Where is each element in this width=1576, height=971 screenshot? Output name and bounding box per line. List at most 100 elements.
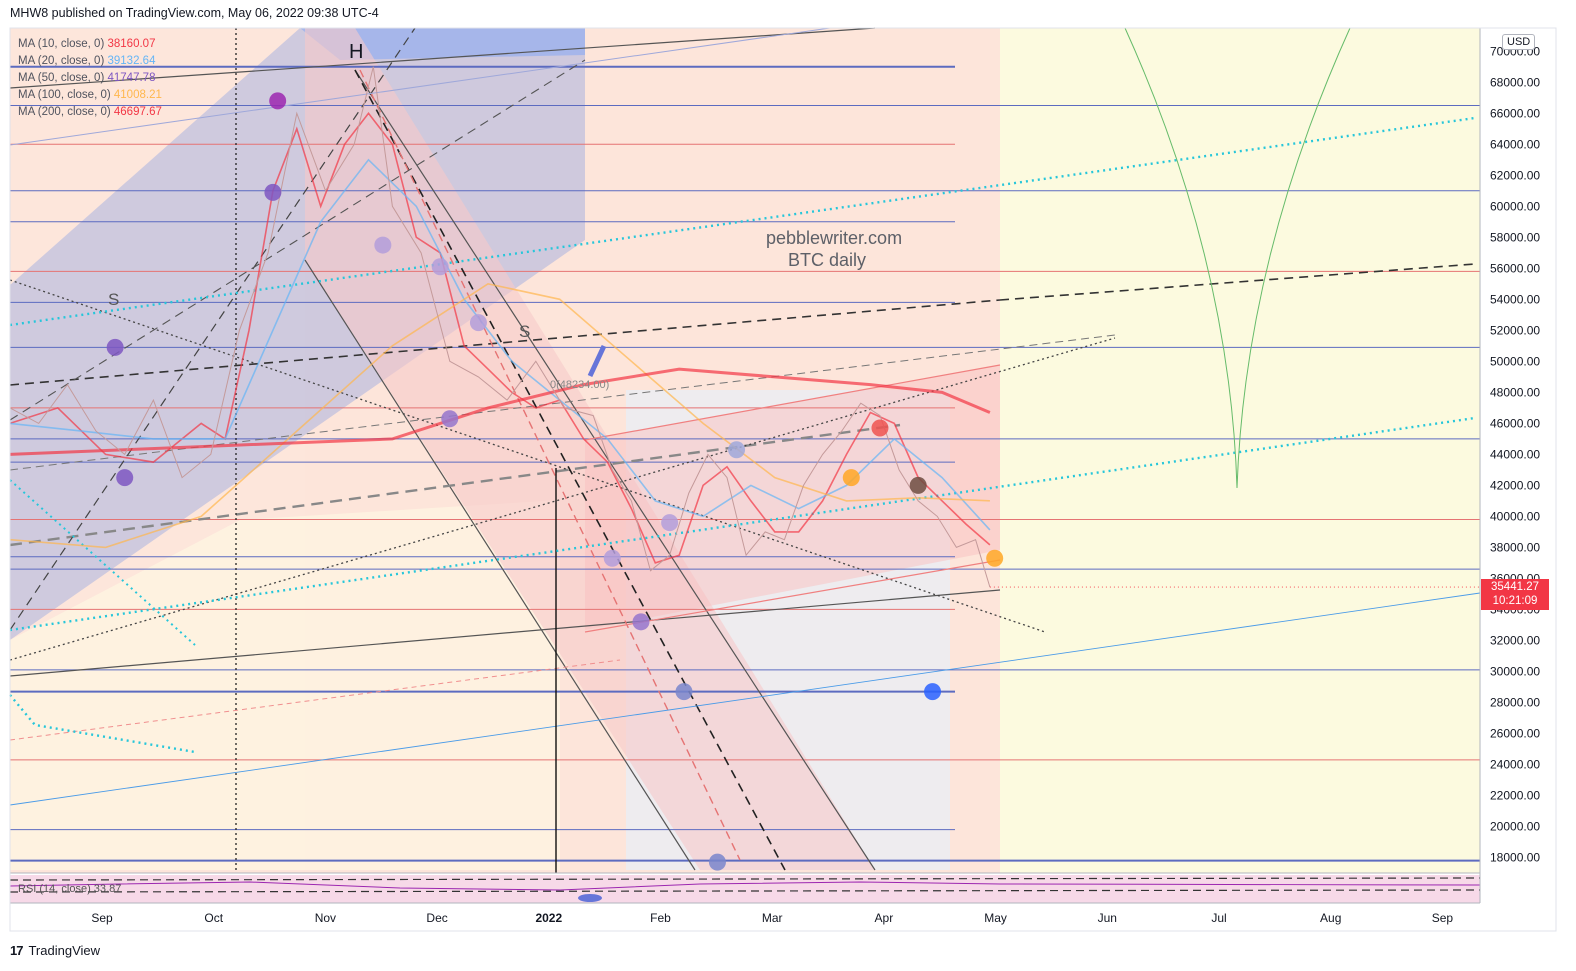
pivot-marker (431, 258, 449, 276)
time-tick-label: Jun (1098, 911, 1117, 925)
price-tick-label: 58000.00 (1490, 230, 1540, 244)
price-series-line (9, 66, 991, 588)
price-tick-label: 52000.00 (1490, 323, 1540, 337)
time-tick-label: Mar (762, 911, 783, 925)
price-tick-label: 62000.00 (1490, 168, 1540, 182)
publish-info: MHW8 published on TradingView.com, May 0… (10, 6, 379, 20)
price-axis-ticks: 70000.0068000.0066000.0064000.0062000.00… (1490, 44, 1540, 864)
indicator-legend[interactable]: MA (10, close, 0) 38160.07 MA (20, close… (18, 36, 162, 121)
last-price-value: 35441.27 (1491, 581, 1539, 593)
price-tick-label: 56000.00 (1490, 261, 1540, 275)
price-tick-label: 24000.00 (1490, 757, 1540, 771)
price-tick-label: 26000.00 (1490, 726, 1540, 740)
time-tick-label: Apr (875, 911, 894, 925)
currency-badge[interactable]: USD (1502, 34, 1536, 50)
ma-series-line (9, 111, 991, 564)
left-shoulder-label: S (108, 290, 119, 309)
ma-legend-row[interactable]: MA (50, close, 0) 41747.78 (18, 70, 162, 87)
price-tick-label: 38000.00 (1490, 540, 1540, 554)
pivot-marker (441, 410, 459, 428)
moving-average-lines (9, 111, 991, 564)
ma-label: MA (20, close, 0) (18, 55, 105, 67)
time-tick-label: 2022 (535, 911, 562, 925)
time-tick-label: Sep (1432, 911, 1454, 925)
rsi-label: RSI (14, close) 33.87 (18, 883, 121, 895)
pivot-marker (469, 314, 487, 332)
background-zones (10, 28, 1480, 873)
tradingview-logo-icon: 17 (10, 942, 24, 958)
time-tick-label: May (984, 911, 1007, 925)
pivot-marker (374, 236, 392, 254)
price-note: 0(48234.00) (550, 379, 609, 391)
pivot-marker (632, 613, 650, 631)
tradingview-footer[interactable]: 17 TradingView (10, 940, 100, 960)
watermark-symbol: BTC daily (788, 250, 867, 270)
pivot-marker (986, 549, 1004, 567)
pivot-marker (675, 683, 693, 701)
right-shoulder-label: S (519, 322, 530, 341)
ma-series-line (9, 158, 991, 531)
pivot-marker (116, 469, 134, 487)
price-tick-label: 68000.00 (1490, 75, 1540, 89)
pivot-marker (264, 183, 282, 201)
price-tick-label: 48000.00 (1490, 385, 1540, 399)
head-label: H (349, 41, 363, 63)
pivot-marker (106, 338, 124, 356)
price-tick-label: 60000.00 (1490, 199, 1540, 213)
time-tick-label: Jul (1211, 911, 1226, 925)
price-tick-label: 22000.00 (1490, 788, 1540, 802)
tradingview-brand: TradingView (28, 942, 101, 958)
price-tick-label: 44000.00 (1490, 447, 1540, 461)
pivot-markers (106, 92, 1004, 871)
price-tick-label: 32000.00 (1490, 633, 1540, 647)
last-price-label: 35441.27 10:21:09 (1481, 579, 1549, 610)
price-tick-label: 50000.00 (1490, 354, 1540, 368)
ma-value: 46697.67 (113, 106, 162, 118)
ma-legend-row[interactable]: MA (100, close, 0) 41008.21 (18, 87, 162, 104)
price-tick-label: 54000.00 (1490, 292, 1540, 306)
time-tick-label: Aug (1320, 911, 1341, 925)
ma-series-line (9, 367, 991, 456)
price-tick-label: 30000.00 (1490, 664, 1540, 678)
horizontal-levels (10, 65, 1480, 862)
pivot-marker (909, 476, 927, 494)
rsi-pane: RSI (14, close) 33.87 (9, 875, 1481, 903)
ma-label: MA (10, close, 0) (18, 38, 105, 50)
pivot-marker (603, 549, 621, 567)
pivot-marker (842, 469, 860, 487)
time-tick-label: Nov (315, 911, 336, 925)
ma-value: 41008.21 (113, 89, 162, 101)
pivot-marker (661, 514, 679, 532)
ma-label: MA (100, close, 0) (18, 89, 111, 101)
time-tick-label: Feb (650, 911, 671, 925)
time-tick-label: Oct (204, 911, 223, 925)
ma-value: 39132.64 (107, 55, 156, 67)
watermark-site: pebblewriter.com (766, 228, 903, 248)
ma-value: 38160.07 (107, 38, 156, 50)
pivot-marker (269, 92, 287, 110)
price-tick-label: 40000.00 (1490, 509, 1540, 523)
price-tick-label: 64000.00 (1490, 137, 1540, 151)
time-axis-ticks: Sep Oct Nov Dec 2022 Feb Mar Apr May Jun Jul Aug Sep (91, 911, 1453, 925)
pivot-marker (708, 853, 726, 871)
price-tick-label: 28000.00 (1490, 695, 1540, 709)
ma-label: MA (200, close, 0) (18, 106, 111, 118)
ma-value: 41747.78 (107, 72, 156, 84)
chart-watermark: pebblewriter.com BTC daily (766, 227, 902, 271)
ma-legend-row[interactable]: MA (200, close, 0) 46697.67 (18, 104, 162, 121)
price-series (9, 66, 1480, 588)
pattern-annotations: H S S 0(48234.00) (108, 41, 609, 391)
ma-legend-row[interactable]: MA (10, close, 0) 38160.07 (18, 36, 162, 53)
pivot-marker (871, 419, 889, 437)
pivot-marker (728, 441, 746, 459)
axes (9, 27, 1557, 932)
price-tick-label: 18000.00 (1490, 850, 1540, 864)
ma-series-line (9, 282, 990, 549)
time-tick-label: Sep (91, 911, 113, 925)
price-tick-label: 66000.00 (1490, 106, 1540, 120)
ma-legend-row[interactable]: MA (20, close, 0) 39132.64 (18, 53, 162, 70)
price-tick-label: 42000.00 (1490, 478, 1540, 492)
price-tick-label: 20000.00 (1490, 819, 1540, 833)
price-tick-label: 46000.00 (1490, 416, 1540, 430)
